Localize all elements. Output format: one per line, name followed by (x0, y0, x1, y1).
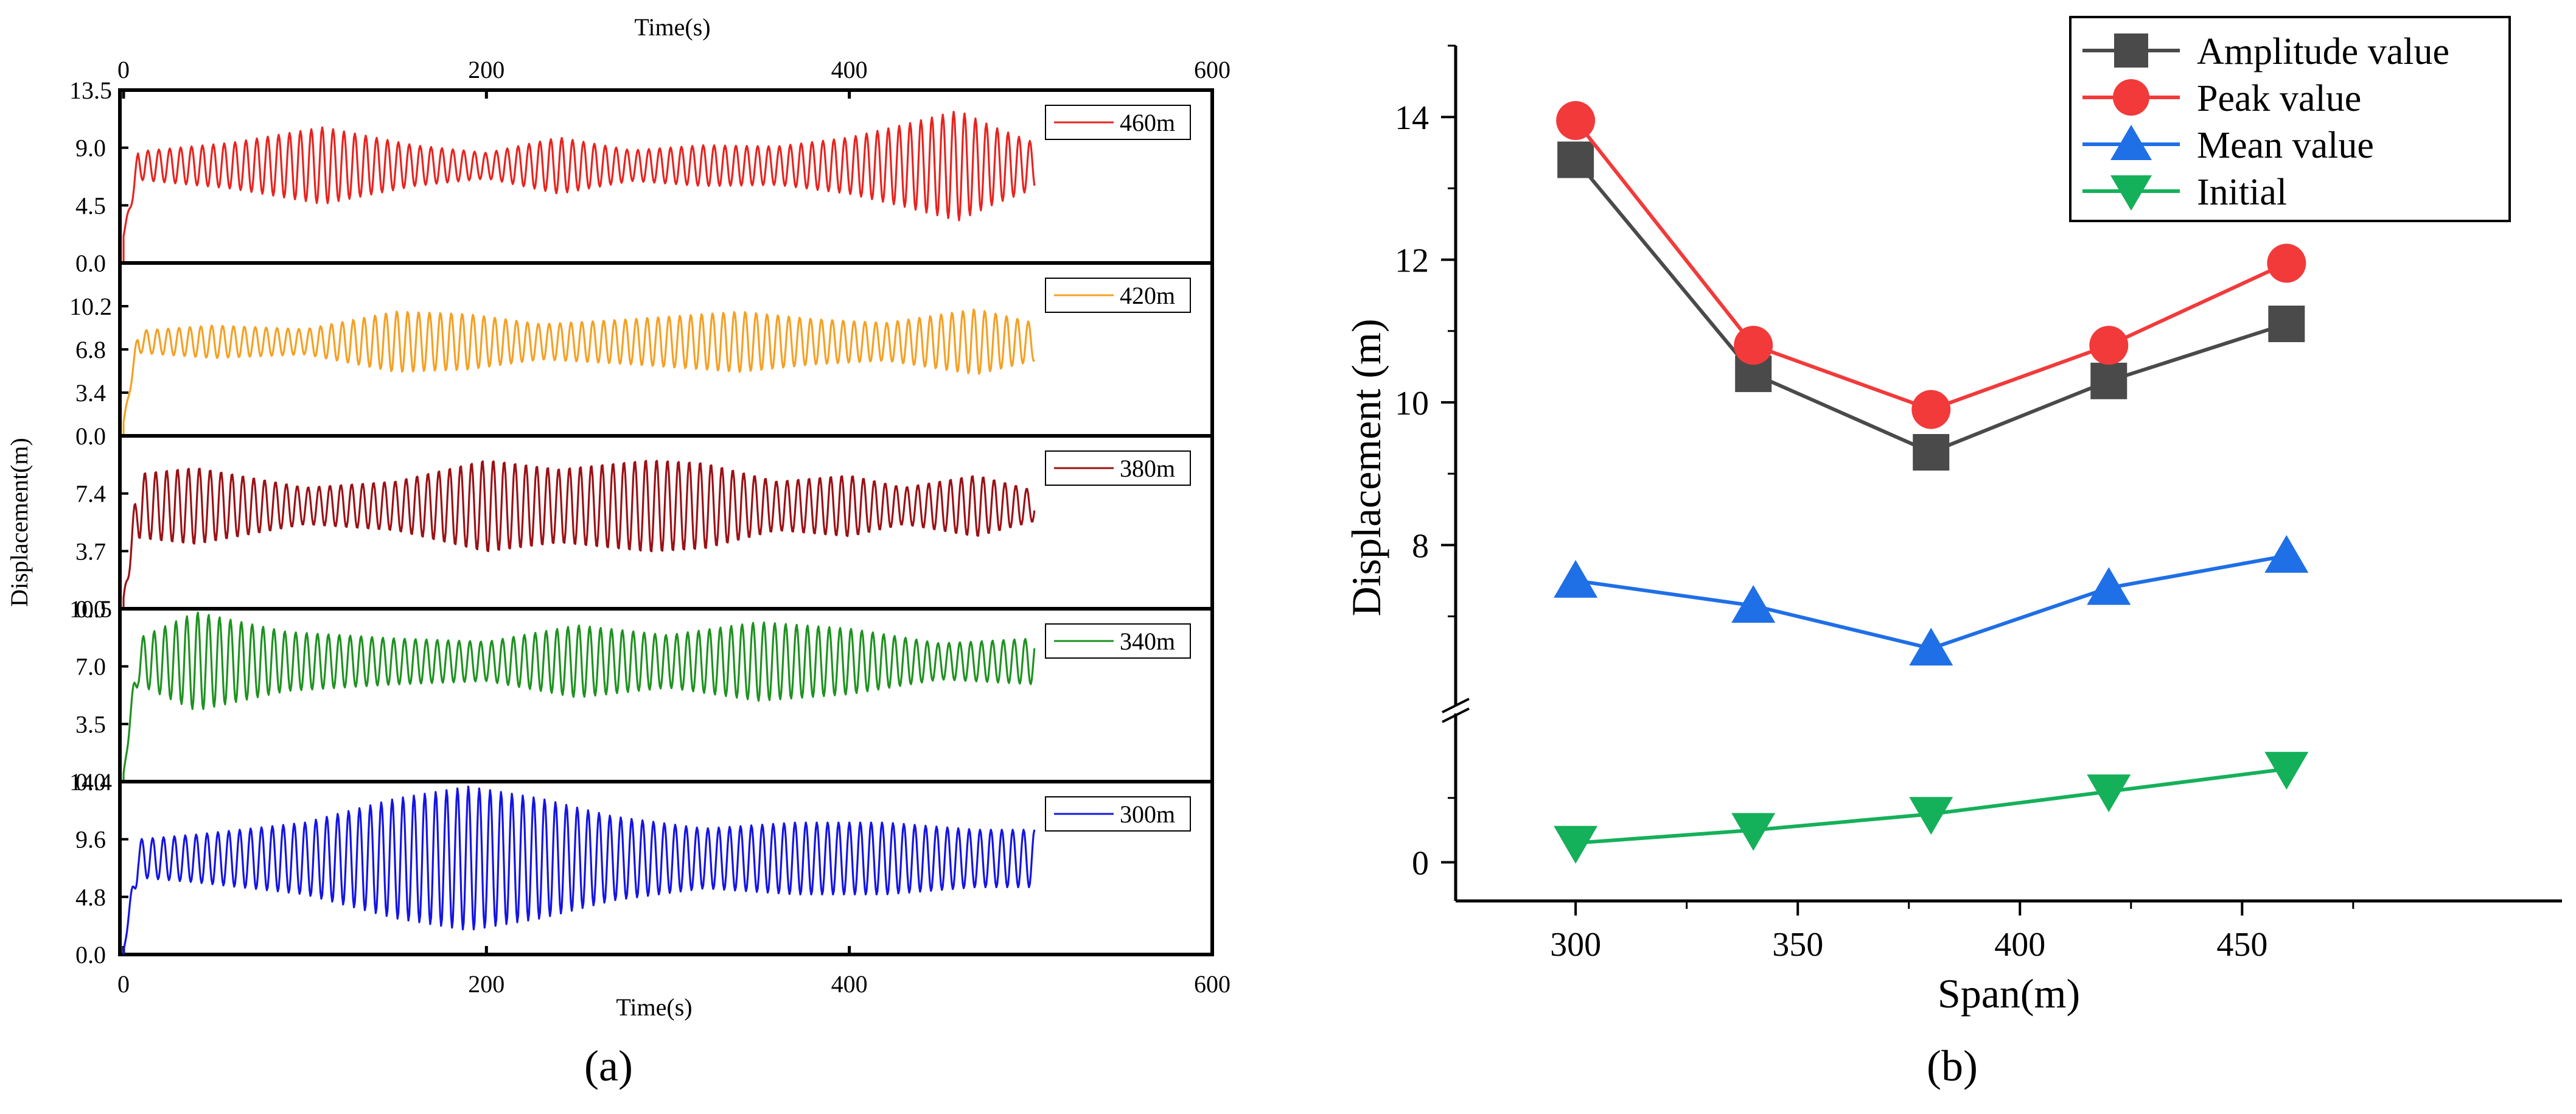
legend-label-initial: Initial (2197, 172, 2287, 213)
legend-marker-mean-value (2110, 125, 2152, 160)
data-point-amplitude-value (2268, 306, 2305, 343)
y-tick-label: 3.4 (75, 379, 106, 407)
y-tick-label: 4.8 (75, 883, 106, 911)
x-tick-label: 300 (1550, 926, 1601, 964)
y-tick-label: 0.0 (75, 941, 106, 969)
legend-label-peak-value: Peak value (2197, 78, 2361, 119)
y-tick-label: 0 (1412, 845, 1429, 883)
x-tick-label: 350 (1772, 926, 1823, 964)
series-line-380m (122, 460, 1036, 609)
y-tick-label: 10 (1395, 385, 1429, 422)
x-axis-title: Span(m) (1938, 970, 2080, 1017)
x-tick-label-top: 400 (831, 56, 868, 83)
legend-label-380m: 380m (1120, 455, 1175, 482)
x-tick-label-bottom: 400 (831, 970, 868, 998)
data-point-peak-value (2089, 326, 2129, 365)
legend-label-340m: 340m (1120, 628, 1175, 655)
y-tick-label: 3.5 (75, 710, 106, 738)
y-axis-title: Displacement(m) (5, 438, 33, 607)
legend-marker-initial (2110, 175, 2152, 211)
y-tick-label: 7.4 (75, 480, 106, 508)
y-tick-label: 8 (1412, 527, 1429, 565)
legend-label-amplitude-value: Amplitude value (2197, 31, 2449, 72)
data-point-initial (1731, 813, 1776, 851)
data-point-initial (2264, 752, 2309, 790)
data-point-mean-value (1731, 584, 1776, 623)
data-point-mean-value (1909, 628, 1953, 666)
data-point-mean-value (1554, 559, 1598, 598)
x-tick-label: 400 (1994, 926, 2045, 964)
panel-a-frame (118, 88, 1214, 956)
y-tick-label: 9.6 (75, 826, 106, 853)
x-tick-label: 450 (2216, 926, 2267, 964)
data-point-amplitude-value (1557, 141, 1594, 178)
y-axis-title: Displacement (m) (1343, 318, 1389, 616)
y-tick-label: 13.5 (69, 77, 112, 104)
legend-label-420m: 420m (1120, 282, 1175, 309)
x-tick-label-bottom: 200 (468, 970, 504, 998)
x-axis-title-top: Time(s) (634, 13, 710, 41)
x-tick-label-bottom: 0 (117, 970, 130, 998)
data-point-amplitude-value (1913, 433, 1950, 471)
panel-a-label: (a) (584, 1042, 633, 1090)
y-tick-label: 10.5 (69, 595, 112, 623)
legend-label-mean-value: Mean value (2197, 125, 2374, 166)
y-tick-label: 3.7 (75, 538, 106, 565)
panel-a-time-series: 0 0 200 200 400 400 600 600 Time(s) Time(s) Displa… (5, 13, 1230, 1021)
series-line-340m (122, 611, 1036, 782)
y-tick-label: 9.0 (75, 135, 106, 162)
data-point-peak-value (1911, 390, 1951, 429)
y-tick-label: 0.0 (75, 595, 106, 623)
panel-b-label: (b) (1927, 1042, 1978, 1090)
legend-marker-amplitude-value (2114, 33, 2148, 68)
data-point-peak-value (1734, 326, 1773, 365)
data-point-initial (1909, 797, 1953, 835)
y-tick-label: 14.4 (69, 768, 112, 796)
series-line-300m (122, 785, 1036, 955)
legend-label-460m: 460m (1120, 109, 1175, 136)
y-tick-label: 6.8 (75, 336, 106, 363)
y-tick-label: 10.2 (69, 293, 112, 320)
x-tick-label-top: 600 (1194, 56, 1230, 83)
data-point-peak-value (1556, 101, 1596, 141)
panel-b-span-chart: 8 10 12 14 0 300 350 400 450 Span(m) Displacement … (1343, 16, 2562, 1017)
x-axis-title-bottom: Time(s) (616, 993, 692, 1021)
y-tick-label: 0.0 (75, 768, 106, 796)
data-point-mean-value (2087, 567, 2131, 605)
y-tick-label: 7.0 (75, 653, 106, 681)
legend-marker-peak-value (2113, 79, 2149, 116)
data-point-initial (2087, 774, 2131, 813)
data-point-mean-value (2264, 534, 2309, 573)
axis-break-mark (1442, 707, 1470, 723)
y-tick-label: 14 (1395, 99, 1429, 137)
y-tick-label: 0.0 (75, 422, 106, 450)
x-tick-label-top: 200 (468, 56, 504, 83)
axis-break-mark (1442, 698, 1470, 713)
series-line-420m (122, 308, 1036, 436)
series-line-460m (122, 111, 1036, 263)
x-tick-label-top: 0 (117, 56, 130, 83)
y-tick-label: 4.5 (75, 192, 106, 219)
y-tick-label: 0.0 (75, 250, 106, 277)
data-point-peak-value (2267, 243, 2306, 283)
data-point-amplitude-value (2090, 362, 2127, 399)
data-point-initial (1554, 825, 1598, 864)
legend-label-300m: 300m (1120, 800, 1175, 828)
y-tick-label: 12 (1395, 242, 1429, 280)
x-tick-label-bottom: 600 (1194, 970, 1230, 998)
